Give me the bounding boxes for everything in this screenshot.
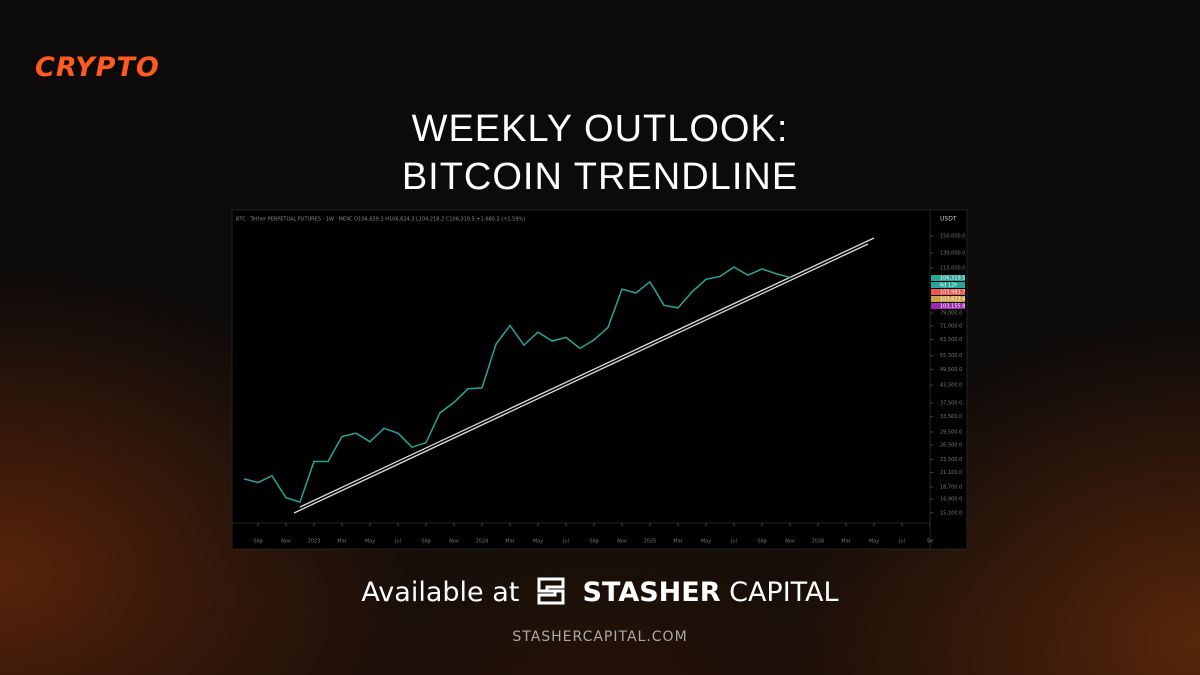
x-tick-label: May: [869, 539, 879, 545]
y-tick-label: 15,100.0: [940, 510, 962, 516]
price-tag-bg: [931, 303, 965, 309]
price-tag-bg: [931, 289, 965, 295]
price-line: [243, 266, 791, 503]
x-tick-label: Jul: [562, 539, 569, 545]
x-tick-label: Sep: [253, 539, 262, 545]
x-tick-label: May: [365, 539, 375, 545]
y-tick-label: 55,500.0: [940, 353, 962, 359]
x-tick-label: Nov: [617, 539, 627, 545]
x-tick-label: Jul: [730, 539, 737, 545]
y-tick-label: 29,500.0: [940, 429, 962, 435]
x-tick-label: 2023: [308, 539, 321, 545]
price-tag: 103,983.7: [940, 290, 965, 296]
y-tick-label: 79,000.0: [940, 311, 962, 317]
currency: USDT: [940, 216, 957, 223]
title-line: BITCOIN TRENDLINE: [401, 156, 799, 198]
y-tick-label: 33,500.0: [940, 414, 962, 420]
logo: [537, 577, 565, 605]
chart-info: BTC · Tether PERPETUAL FUTURES · 1W · ME…: [236, 217, 525, 223]
x-tick-label: Nov: [281, 539, 291, 545]
y-tick-label: 130,000.0: [940, 251, 965, 257]
x-tick-label: Jul: [898, 539, 905, 545]
category-tag: CRYPTO: [35, 52, 160, 83]
trendline: [299, 237, 875, 508]
chart-frame: [231, 209, 968, 550]
y-tick-label: 37,500.0: [940, 401, 962, 407]
x-tick-label: 2026: [812, 539, 825, 545]
x-tick-label: 2025: [644, 539, 657, 545]
title-line: WEEKLY OUTLOOK:: [411, 108, 789, 150]
y-tick-label: 49,500.0: [940, 367, 962, 373]
trendline: [293, 243, 869, 514]
price-tag: 103,623.4: [940, 297, 965, 303]
x-tick-label: Jul: [394, 539, 401, 545]
x-tick-label: May: [533, 539, 543, 545]
x-tick-label: Sep: [589, 539, 598, 545]
price-tag: 106,319.5: [940, 276, 965, 282]
brand: CAPITAL: [729, 577, 839, 608]
x-tick-label: Sep: [421, 539, 430, 545]
y-tick-label: 115,000.0: [940, 265, 965, 271]
brand: STASHER: [582, 577, 721, 608]
x-tick-label: Mar: [337, 539, 347, 545]
x-tick-label: Mar: [673, 539, 683, 545]
x-tick-label: Se: [927, 539, 933, 545]
y-tick-label: 71,000.0: [940, 324, 962, 330]
x-tick-label: Nov: [449, 539, 459, 545]
x-tick-label: Sep: [757, 539, 766, 545]
y-tick-label: 43,500.0: [940, 383, 962, 389]
x-tick-label: Nov: [785, 539, 795, 545]
y-tick-label: 21,100.0: [940, 470, 962, 476]
y-tick-label: 26,500.0: [940, 442, 962, 448]
available-text: Available at: [361, 577, 520, 608]
x-tick-label: Mar: [505, 539, 515, 545]
price-tag-bg: [931, 282, 965, 288]
y-tick-label: 23,500.0: [940, 457, 962, 463]
price-tag-bg: [931, 275, 965, 281]
url: STASHERCAPITAL.COM: [512, 629, 688, 645]
x-tick-label: May: [701, 539, 711, 545]
price-tag: 103,155.8: [940, 304, 965, 310]
availability: Available at STASHER CAPITAL: [0, 576, 1200, 608]
x-tick-label: 2024: [476, 539, 489, 545]
x-tick-label: Mar: [841, 539, 851, 545]
y-tick-label: 16,900.0: [940, 497, 962, 503]
y-tick-label: 18,700.0: [940, 484, 962, 490]
price-tag-bg: [931, 296, 965, 302]
y-tick-label: 63,500.0: [940, 337, 962, 343]
price-tag: 6d 12h: [940, 283, 957, 289]
logo-shape: [537, 577, 565, 605]
y-tick-label: 150,000.0: [940, 233, 965, 239]
